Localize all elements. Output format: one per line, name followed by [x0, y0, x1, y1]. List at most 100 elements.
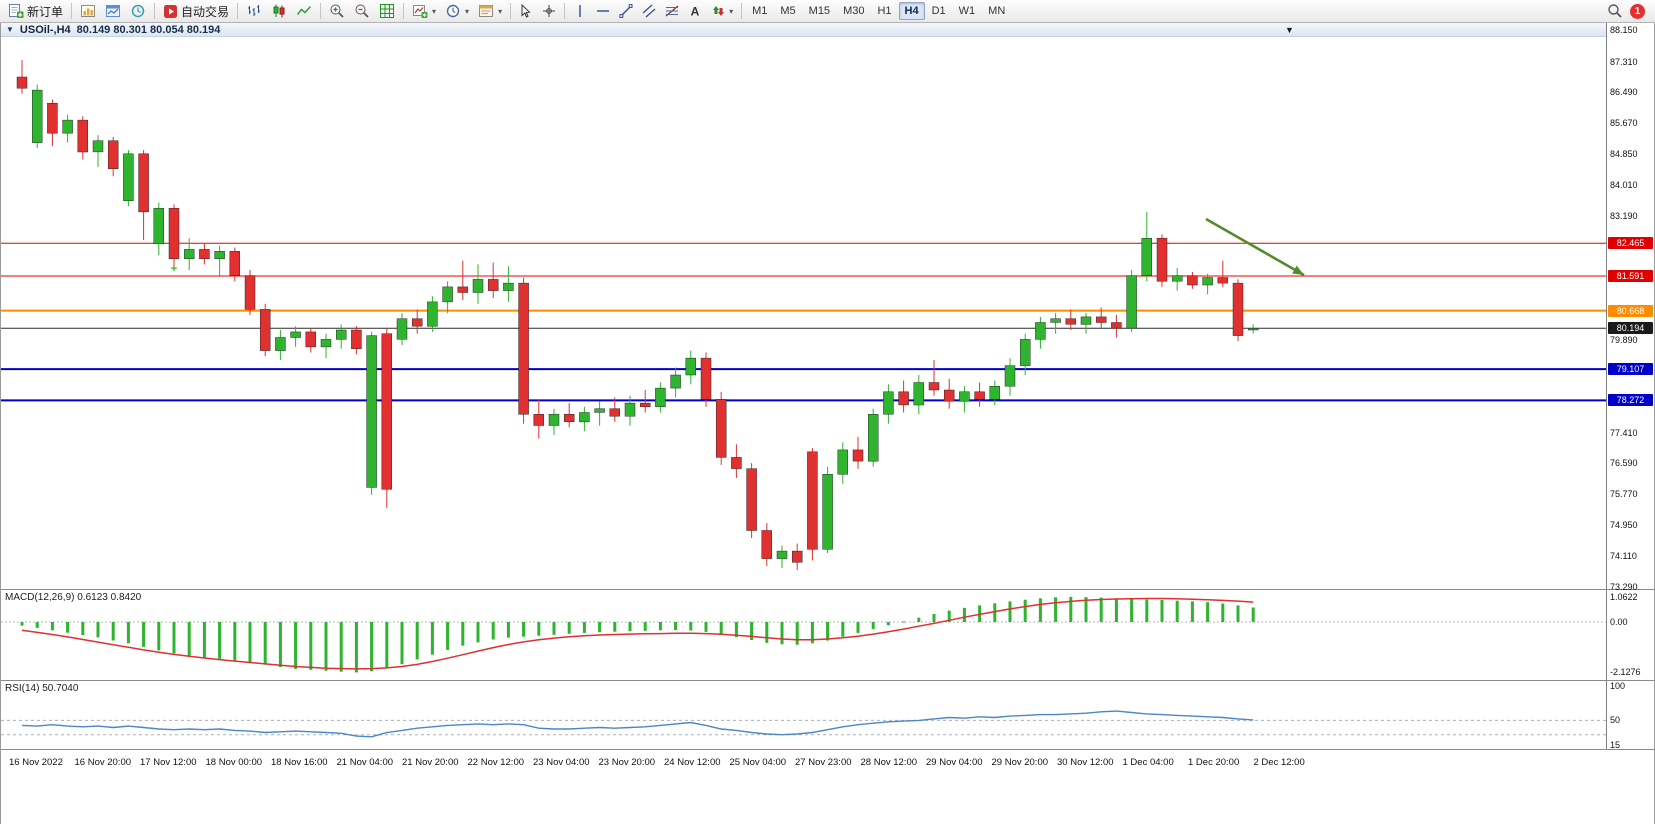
time-axis-label: 18 Nov 16:00: [271, 757, 328, 768]
arrows-icon: [713, 6, 725, 16]
horizontal-line-button[interactable]: [592, 1, 614, 21]
zoom-in-icon: [330, 4, 344, 18]
time-axis-label: 23 Nov 20:00: [598, 757, 656, 768]
time-axis-label: 21 Nov 20:00: [402, 757, 459, 768]
new-chart-icon: [81, 5, 96, 17]
price-axis-label: 84.850: [1610, 148, 1638, 159]
arrows-button[interactable]: ▾: [707, 1, 737, 21]
macd-axis[interactable]: 1.0622 0.00 -2.1276: [1606, 590, 1654, 680]
toolbar: 新订单 自动交易: [0, 0, 1655, 23]
timeframe-m30-button[interactable]: M30: [837, 2, 870, 20]
price-chart-plot[interactable]: +: [1, 23, 1607, 589]
rsi-value: 50.7040: [42, 683, 79, 694]
main-price-pane: ▼ USOil-,H4 80.149 80.301 80.054 80.194 …: [1, 23, 1654, 593]
periods-button[interactable]: ▾: [441, 1, 473, 21]
rsi-axis[interactable]: 100 50 15: [1606, 681, 1654, 750]
fibonacci-button[interactable]: [661, 1, 683, 21]
price-axis-label: 79.890: [1610, 334, 1638, 345]
line-chart-type-button[interactable]: [292, 1, 316, 21]
time-axis-label: 29 Nov 20:00: [991, 757, 1049, 768]
notification-badge[interactable]: 1: [1630, 3, 1645, 19]
macd-axis-label: -2.1276: [1610, 667, 1641, 678]
toolbar-separator: [320, 3, 322, 19]
macd-signal-line: [21, 597, 1254, 670]
price-axis[interactable]: 88.150 87.310 86.490 85.670 84.850 84.010 83.1…: [1606, 23, 1654, 593]
trend-arrow: [1205, 217, 1305, 277]
indicators-button[interactable]: ▾: [408, 1, 440, 21]
new-chart-button[interactable]: [76, 1, 100, 21]
macd-plot[interactable]: [1, 590, 1607, 680]
horizontal-line-icon: [597, 10, 610, 12]
channel-button[interactable]: [638, 1, 660, 21]
price-badge: 80.668: [1608, 304, 1653, 317]
macd-axis-label: 1.0622: [1610, 591, 1638, 602]
toolbar-separator: [510, 3, 512, 19]
zoom-out-icon: [355, 4, 369, 18]
price-badge: 82.465: [1608, 237, 1653, 250]
trend-arrow-head: [1292, 265, 1304, 275]
chevron-down-icon: ▾: [432, 6, 437, 16]
price-axis-label: 75.770: [1610, 489, 1638, 500]
macd-pane: MACD(12,26,9) 0.6123 0.8420 1.0622 0.00 -2…: [1, 590, 1654, 681]
timeframe-h1-button[interactable]: H1: [871, 2, 897, 20]
new-order-button[interactable]: 新订单: [4, 1, 67, 21]
timeframe-m15-button[interactable]: M15: [803, 2, 836, 20]
time-axis-label: 16 Nov 20:00: [74, 757, 132, 768]
price-axis-label: 87.310: [1610, 56, 1638, 67]
price-axis-label: 77.410: [1610, 427, 1638, 438]
price-axis-label: 85.670: [1610, 118, 1638, 129]
timeframe-d1-button[interactable]: D1: [926, 2, 952, 20]
tile-windows-button[interactable]: [375, 1, 399, 21]
plus-marker: +: [171, 263, 177, 275]
rsi-pane: RSI(14) 50.7040 100 50 15: [1, 681, 1654, 750]
templates-button[interactable]: ▾: [474, 1, 506, 21]
templates-icon: [479, 5, 494, 17]
price-axis-label: 88.150: [1610, 25, 1638, 36]
timeframe-mn-button[interactable]: MN: [982, 2, 1011, 20]
toolbar-separator: [403, 3, 405, 19]
time-axis-label: 30 Nov 12:00: [1057, 757, 1114, 768]
time-axis-label: 18 Nov 00:00: [205, 757, 263, 768]
timeframe-m1-button[interactable]: M1: [746, 2, 773, 20]
horizontal-price-lines: [1, 242, 1607, 402]
toolbar-separator: [154, 3, 156, 19]
timeframe-h4-button[interactable]: H4: [898, 2, 925, 20]
zoom-out-button[interactable]: [350, 1, 374, 21]
timeframe-w1-button[interactable]: W1: [953, 2, 982, 20]
chevron-down-icon: ▾: [465, 6, 470, 16]
crosshair-button[interactable]: [538, 1, 560, 21]
time-axis[interactable]: 16 Nov 2022 16 Nov 20:00 17 Nov 12:00 18 No…: [1, 750, 1654, 776]
timeframe-m5-button[interactable]: M5: [774, 2, 801, 20]
time-axis-label: 23 Nov 04:00: [533, 757, 590, 768]
cursor-button[interactable]: [515, 1, 537, 21]
price-axis-label: 73.290: [1610, 582, 1638, 593]
time-axis-label: 25 Nov 04:00: [729, 757, 787, 768]
profiles-button[interactable]: [101, 1, 125, 21]
collapse-triangle-icon[interactable]: ▼: [6, 25, 14, 34]
time-axis-label: 1 Dec 04:00: [1122, 757, 1174, 768]
bar-chart-type-button[interactable]: [242, 1, 266, 21]
time-axis-label: 1 Dec 20:00: [1188, 757, 1240, 768]
time-axis-label: 17 Nov 12:00: [140, 757, 197, 768]
macd-axis-label: 0.00: [1610, 616, 1628, 627]
bar-chart-type-icon: [248, 5, 261, 16]
vertical-line-button[interactable]: [569, 1, 591, 21]
new-order-label: 新订单: [27, 4, 64, 19]
search-button[interactable]: [1603, 1, 1627, 21]
data-window-button[interactable]: [126, 1, 150, 21]
toolbar-separator: [237, 3, 239, 19]
line-chart-type-icon: [296, 5, 312, 15]
data-window-icon: [131, 4, 145, 18]
rsi-plot[interactable]: [1, 681, 1607, 749]
candlestick-type-button[interactable]: [267, 1, 291, 21]
auto-trading-button[interactable]: 自动交易: [159, 1, 233, 21]
zoom-in-button[interactable]: [325, 1, 349, 21]
text-button[interactable]: A: [684, 1, 706, 21]
chart-shift-marker[interactable]: ▼: [1285, 25, 1294, 35]
chart-title-bar: ▼ USOil-,H4 80.149 80.301 80.054 80.194: [1, 23, 1607, 37]
macd-values: 0.6123 0.8420: [77, 592, 142, 603]
bottom-space: [1, 776, 1654, 824]
time-axis-label: 22 Nov 12:00: [467, 757, 525, 768]
price-badge: 80.194: [1608, 322, 1653, 335]
trendline-button[interactable]: [615, 1, 637, 21]
